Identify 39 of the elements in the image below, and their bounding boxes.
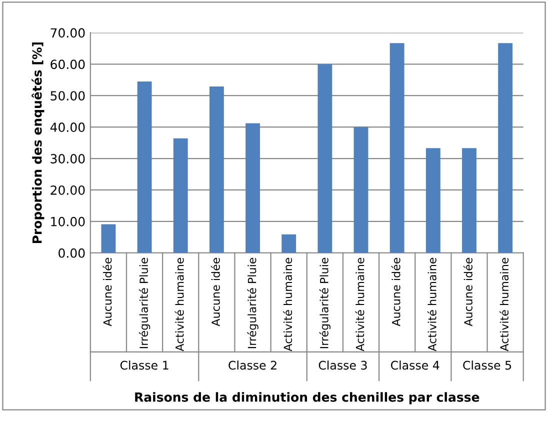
text: Classe 4 <box>390 360 440 370</box>
y-tick-label: 70.00 <box>50 28 85 38</box>
bar <box>498 43 513 253</box>
x-tick-label: Aucune idée <box>102 258 112 326</box>
y-tick-label: 20.00 <box>50 185 85 195</box>
bar <box>209 86 224 253</box>
x-tick-label: Irrégularité Pluie <box>319 258 331 348</box>
bar <box>354 127 368 253</box>
text: Classe 5 <box>463 360 512 370</box>
y-tick-label: 30.00 <box>50 154 85 164</box>
y-tick-label: 60.00 <box>50 60 85 70</box>
x-tick-label: Irrégularité Pluie <box>247 258 258 348</box>
x-axis-title: Raisons de la diminution des chenilles par classe <box>135 392 480 404</box>
x-tick-label: Activité humaine <box>355 258 364 352</box>
x-tick-label: Activité humaine <box>174 258 184 352</box>
x-tick-label: Irrégularité Pluie <box>138 258 150 348</box>
bar <box>101 224 116 253</box>
text: Classe 2 <box>228 360 276 370</box>
bar <box>246 123 260 253</box>
y-tick-label: 40.00 <box>50 122 85 132</box>
y-axis-title: Proportion des enquêtés [%] <box>32 42 44 244</box>
bar <box>173 138 188 253</box>
bar <box>137 81 152 253</box>
x-tick-label: Activité humaine <box>283 258 292 352</box>
bar <box>318 64 332 253</box>
x-tick-label: Activité humaine <box>427 258 436 352</box>
x-tick-label: Aucune idée <box>463 258 472 326</box>
bar <box>282 234 296 253</box>
text: Classe 3 <box>318 360 367 370</box>
x-tick-label: Aucune idée <box>391 258 400 326</box>
x-tick-label: Aucune idée <box>210 258 220 326</box>
y-tick-label: 50.00 <box>50 91 85 101</box>
text: Classe 1 <box>120 360 168 370</box>
y-tick-label: 0.00 <box>58 248 85 258</box>
bar <box>426 148 440 253</box>
bar <box>462 148 476 253</box>
x-tick-label: Activité humaine <box>499 258 509 352</box>
bar <box>390 43 404 253</box>
y-tick-label: 10.00 <box>51 216 85 226</box>
